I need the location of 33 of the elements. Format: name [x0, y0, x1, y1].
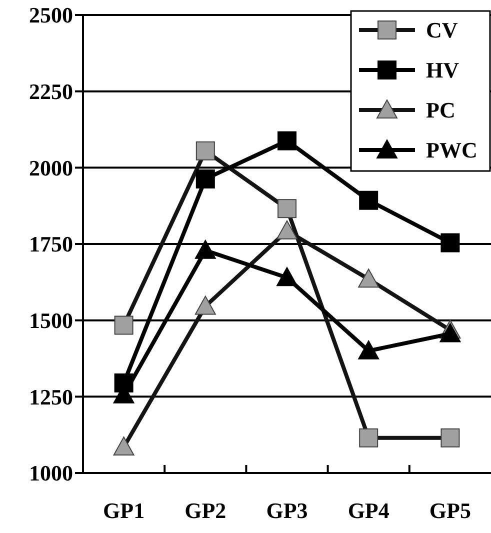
point [114, 316, 134, 335]
point [359, 190, 378, 210]
y-tick-label: 2250 [29, 79, 73, 104]
point [196, 141, 215, 160]
point [359, 428, 378, 448]
legend-label: HV [426, 58, 460, 83]
point [276, 267, 298, 286]
y-tick-label: 1750 [29, 232, 73, 257]
x-tick-label: GP4 [348, 498, 390, 523]
y-tick-label: 1500 [29, 308, 73, 334]
point [440, 428, 460, 448]
point [194, 296, 216, 315]
x-tick-label: GP2 [184, 498, 226, 523]
legend-label: PWC [426, 138, 478, 163]
y-tick-label: 1250 [29, 384, 73, 410]
point [440, 323, 461, 342]
point [358, 268, 380, 288]
point [358, 340, 380, 360]
x-tick-label: GP1 [103, 498, 145, 523]
x-tick-label: GP3 [266, 498, 308, 523]
point [278, 131, 296, 150]
point [440, 233, 460, 252]
legend-label: PC [426, 98, 456, 123]
y-tick-label: 2500 [29, 2, 73, 28]
y-tick-label: 1000 [29, 460, 73, 486]
point [194, 240, 216, 259]
point [196, 169, 215, 188]
point [278, 199, 296, 218]
point [276, 220, 298, 240]
legend-label: CV [426, 18, 458, 43]
x-tick-label: GP5 [429, 498, 471, 523]
y-tick-label: 2000 [29, 155, 73, 180]
point [113, 436, 134, 456]
